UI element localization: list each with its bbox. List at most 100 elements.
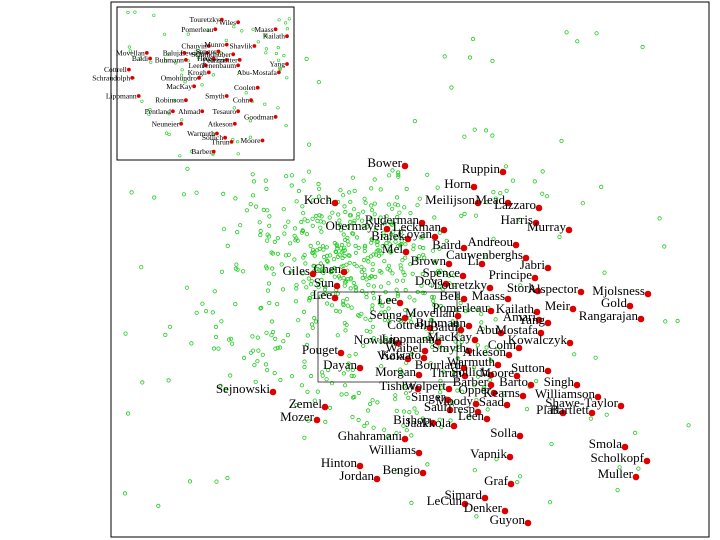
author-label: Obermayer [326,218,385,233]
author-label: Saad [479,394,505,409]
author-label: Mostafa [495,322,538,337]
background-point [382,309,388,315]
background-point [235,267,240,272]
background-point [398,230,403,235]
inset-author-point [206,44,211,48]
background-point [156,503,161,508]
author-label: Nowlan [354,332,396,347]
background-point [340,255,345,261]
author-label: Ghahramani [338,428,403,443]
background-point [329,303,335,308]
inset-background-point [278,66,282,70]
background-point [575,39,580,44]
background-point [420,290,425,295]
background-point [273,336,278,341]
author-label: Kearns [483,385,520,400]
inset-author-label: Robinson [155,96,184,105]
background-point [547,500,553,505]
author-points [269,162,652,527]
background-point [292,226,298,231]
background-point [402,205,407,210]
background-point [604,412,609,417]
background-point [361,223,366,228]
background-point [219,319,224,324]
author-point [404,355,412,363]
background-point [264,186,269,191]
background-point [391,229,396,234]
background-point [394,408,399,413]
background-point [326,367,331,373]
author-point [531,274,539,282]
inset-background-point [244,91,248,95]
background-point [503,164,508,169]
background-point [352,261,357,267]
author-point [460,244,468,252]
background-point [251,348,256,353]
background-point [599,184,604,189]
background-point [255,359,260,364]
background-point [264,330,269,335]
background-point [350,175,355,180]
inset-author-label: Schmidhuber [191,50,231,59]
author-label: Viola [377,348,405,363]
background-point [250,172,255,177]
background-point [369,186,374,191]
inset-background-point [140,99,144,103]
background-point [437,246,442,251]
background-point [336,274,342,279]
author-point [321,403,329,411]
author-label: MacKay [427,329,472,344]
background-point [346,242,351,247]
background-point [372,177,377,182]
author-label: Baird [432,237,461,252]
background-point [473,213,479,218]
background-point [490,133,495,138]
background-point [438,344,443,349]
background-point [316,181,321,187]
background-point [321,268,326,273]
author-label: Mead [475,192,505,207]
author-label: Bell [439,288,461,303]
inset-author-label: Shavlik [229,42,252,51]
background-point [368,203,374,208]
background-point [428,282,433,287]
background-point [302,217,307,222]
author-label: Kowalczyk [508,332,568,347]
background-point [304,232,309,237]
background-point [362,243,368,248]
background-point [345,224,351,229]
author-point [573,381,581,389]
background-point [515,479,520,485]
background-point [326,197,332,202]
background-point [398,263,403,268]
author-point [470,183,478,191]
background-point [221,227,227,232]
background-point [396,174,401,179]
author-point [490,389,498,397]
author-label: Doya [415,273,443,288]
author-point [394,339,402,347]
author-label: Smola [589,436,622,451]
background-point [438,303,444,309]
background-point [356,245,361,250]
background-point [263,178,268,183]
inset-author-label: Abu-Mostafa [237,68,278,77]
background-point [351,231,356,236]
inset-background-point [283,21,288,25]
background-point [446,273,452,278]
background-point [329,381,335,386]
background-point [580,201,585,206]
author-point [472,400,480,408]
background-point [285,332,290,338]
background-point [321,270,326,276]
background-point [310,216,315,221]
background-point [491,236,496,241]
inset-background-point [265,34,269,38]
background-point [342,248,347,253]
author-label: Alspector [527,281,578,296]
inset-background-point [263,33,267,37]
author-label: Saul [424,399,448,414]
background-point [663,319,668,324]
background-point [310,198,316,203]
background-point [187,479,193,484]
